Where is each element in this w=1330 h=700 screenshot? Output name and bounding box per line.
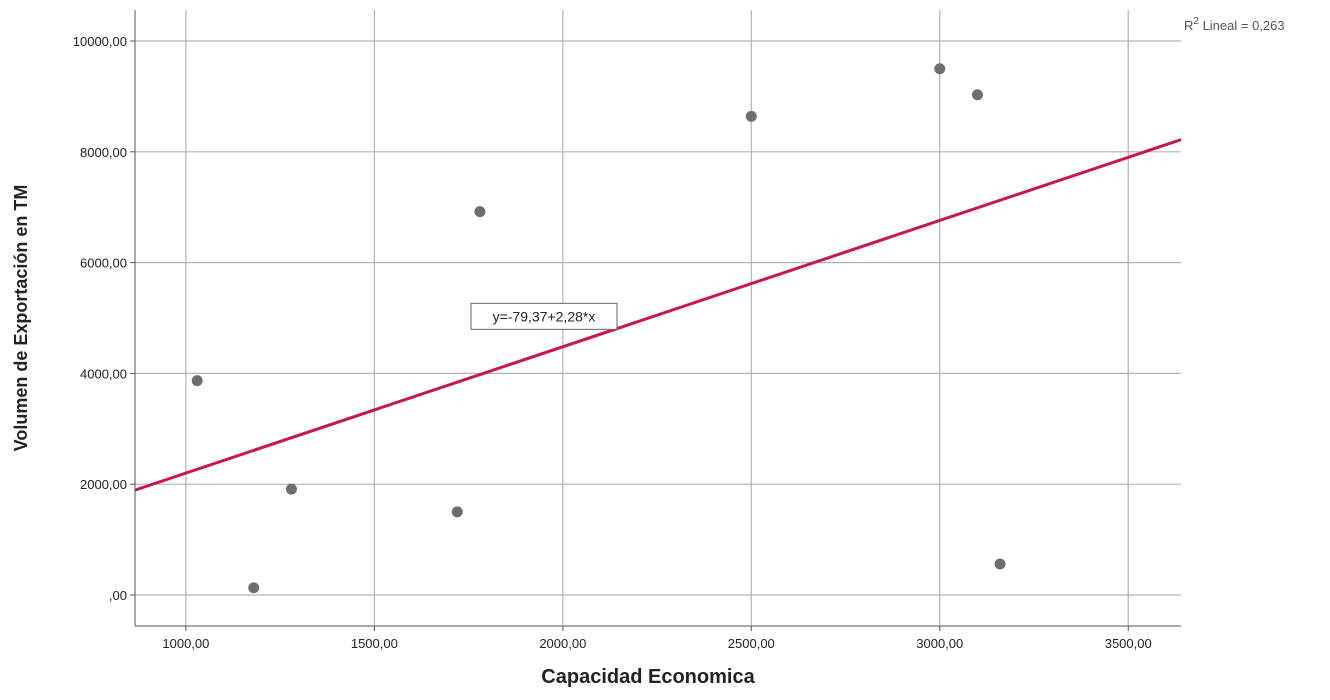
y-axis-title: Volumen de Exportación en TM: [11, 185, 31, 452]
y-tick-label: 4000,00: [80, 366, 127, 381]
data-point: [474, 206, 486, 218]
axes-layer: [130, 10, 1181, 631]
labels-layer: 1000,00 1500,00 2000,00 2500,00 3000,00 3500,…: [11, 16, 1285, 688]
x-axis-title: Capacidad Economica: [541, 666, 755, 688]
x-tick-label: 2000,00: [539, 636, 586, 651]
x-tick-label: 2500,00: [728, 636, 775, 651]
data-point: [285, 483, 297, 495]
x-tick-label: 1500,00: [351, 636, 398, 651]
data-point: [191, 375, 203, 387]
r2-label-rest: Lineal = 0,263: [1199, 18, 1285, 33]
data-point: [934, 63, 946, 75]
data-point: [451, 506, 463, 518]
y-tick-label: 6000,00: [80, 256, 127, 271]
y-tick-label: 10000,00: [73, 34, 127, 49]
regression-line: [134, 138, 1182, 492]
points-layer: [191, 63, 1006, 594]
y-tick-label: ,00: [109, 588, 127, 603]
r2-label: R2 Lineal = 0,263: [1184, 16, 1285, 33]
fit-layer: [134, 138, 1182, 492]
grid-layer: [135, 10, 1181, 626]
equation-label: y=-79,37+2,28*x: [493, 308, 596, 324]
r2-label-base: R: [1184, 18, 1193, 33]
r2-label-sup: 2: [1193, 16, 1199, 27]
data-point: [994, 558, 1006, 570]
data-point: [745, 110, 757, 122]
y-tick-label: 8000,00: [80, 145, 127, 160]
x-tick-label: 3500,00: [1105, 636, 1152, 651]
data-point: [971, 89, 983, 101]
equation-box: [470, 302, 618, 330]
x-tick-label: 1000,00: [162, 636, 209, 651]
x-tick-label: 3000,00: [916, 636, 963, 651]
y-tick-label: 2000,00: [80, 477, 127, 492]
data-point: [248, 582, 260, 594]
